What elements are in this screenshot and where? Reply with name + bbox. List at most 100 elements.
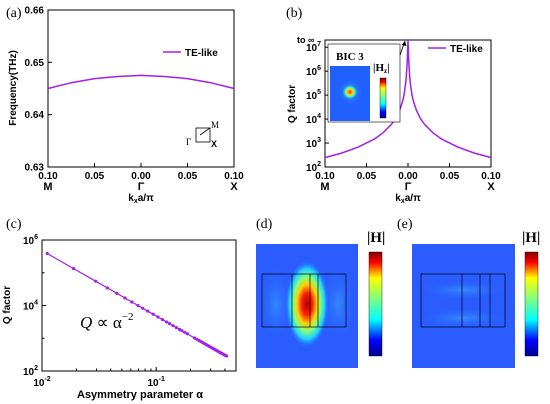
panel-c-data-point [167, 322, 172, 326]
panel-c-y-tick-label: 106 [23, 234, 38, 247]
panel-a-series-te-like [47, 74, 235, 90]
panel-c-data-point [45, 251, 49, 256]
panel-a-y-tick-label: 0.65 [25, 58, 45, 69]
panel-b-sym-gamma: Γ [405, 181, 412, 193]
panel-c-data-point [156, 315, 160, 319]
panel-a-x-tick-label: 0.05 [178, 171, 198, 182]
panel-c-annotation-q: Q [80, 313, 92, 332]
panel-c-data-point [151, 312, 155, 316]
panel-c-data-point [183, 330, 187, 334]
panel-c-data-point [180, 329, 184, 333]
panel-a-x-label-main: k [128, 193, 134, 204]
panel-a-bz-inset: M Γ X [186, 120, 219, 149]
panel-b-y-tick-label-exponent: 7 [317, 41, 321, 48]
panel-b-y-tick-label-exponent: 4 [317, 113, 321, 120]
bz-inset-gamma: Γ [186, 137, 191, 147]
panel-b-x-label-main: k [395, 193, 401, 204]
panel-b-y-tick-label-exponent: 2 [317, 161, 321, 168]
panel-b-x-label-sub: x [401, 198, 405, 205]
bic-field-label: |Hz| [373, 62, 390, 75]
panel-e-glow-lower [417, 308, 509, 328]
panel-d-colorbar [368, 251, 383, 357]
panel-d-structure-outline [261, 273, 347, 328]
panel-a-x-tick-label: 0.05 [85, 171, 105, 182]
panel-a-x-ticks: 0.10 0.05 0.00 0.05 0.10 [38, 163, 244, 182]
panel-d-side-glow-right [320, 264, 356, 344]
panel-b-x-ticks: 0.10 0.05 0.00 0.05 0.10 [315, 163, 501, 182]
panel-c-points [45, 251, 229, 358]
panel-d-hotspot [285, 260, 329, 348]
panel-b-y-tick-label-mantissa: 10 [306, 139, 318, 150]
panel-b-y-tick-label-exponent: 3 [317, 137, 321, 144]
panel-a-legend: TE-like [163, 48, 218, 59]
panel-c-x-label: Asymmetry parameter α [77, 389, 203, 401]
panel-b-arrow-head [401, 41, 407, 46]
panel-c-data-point [130, 300, 134, 304]
panel-c-data-point [171, 324, 175, 328]
panel-b-y-tick-label-mantissa: 10 [306, 163, 318, 174]
panel-c-data-point [141, 306, 145, 310]
panel-b-legend: TE-like [428, 44, 483, 55]
panel-c-y-tick-label-exponent: 4 [34, 300, 38, 307]
panel-b-y-tick-label-mantissa: 10 [306, 115, 318, 126]
bz-inset-diagonal [199, 127, 211, 136]
panel-c-annotation: Q ∝ α−2 [80, 311, 134, 332]
panel-a-sym-m: M [43, 181, 52, 193]
panel-c-data-point [105, 286, 110, 290]
panel-c-data-point [160, 317, 165, 322]
panel-b-series-te-like [324, 39, 492, 159]
bz-inset-square [195, 127, 211, 143]
panel-b-y-label: Q factor [287, 85, 298, 123]
panel-c-data-point [224, 354, 229, 358]
panel-c-data-point [136, 303, 140, 308]
bic-field-hotspot [342, 84, 358, 100]
panel-b-y-tick-label-exponent: 6 [317, 65, 321, 72]
bic-field-label-bar: | [387, 62, 389, 74]
panel-b-x-tick-label: 0.00 [398, 171, 418, 182]
panel-e-field-map [412, 244, 515, 368]
panel-b-y-tick-label: 107 [306, 41, 321, 54]
panel-b-legend-label: TE-like [450, 44, 483, 55]
panel-c-label: (c) [6, 217, 22, 232]
panel-a-sym-gamma: Γ [138, 181, 145, 193]
panel-e-colorbar [524, 251, 539, 357]
panel-a-y-tick-label: 0.63 [25, 163, 45, 174]
panel-c-data-point [123, 296, 127, 300]
panel-d-side-glow-left [258, 264, 294, 344]
panel-b-x-tick-label: 0.05 [440, 171, 460, 182]
panel-e-background [412, 244, 515, 368]
panel-a-x-tick-label: 0.10 [224, 171, 244, 182]
panel-c-x-tick-label-mantissa: 10 [33, 378, 45, 389]
panel-b-label: (b) [286, 6, 303, 21]
panel-a-axes: 0.63 0.64 0.65 0.66 0.10 0.05 0.00 0.05 0.10 [25, 6, 245, 183]
panel-a-legend-label: TE-like [185, 48, 218, 59]
panel-c-y-label: Q factor [2, 286, 13, 324]
panel-c-y-tick-label: 104 [23, 300, 38, 313]
bic-colorbar [379, 77, 387, 119]
panel-b-y-tick-label: 103 [306, 137, 321, 150]
panel-a-x-label: kxa/π [128, 193, 154, 205]
bz-inset-m: M [211, 120, 219, 130]
panel-b-x-label-rest: a/π [405, 193, 421, 204]
panel-d-colorbar-label: |H| [367, 230, 385, 246]
panel-c-data-point [71, 266, 76, 271]
panel-b-y-top-label: to ∞ [297, 35, 315, 45]
panel-b-y-tick-label: 106 [306, 65, 321, 78]
panel-b-y-tick-label-mantissa: 10 [306, 91, 318, 102]
panel-c-annotation-rest: ∝ α [92, 313, 122, 332]
panel-c-data-point [174, 325, 178, 330]
panel-c-data-point [115, 291, 119, 295]
panel-a-x-tick-label: 0.10 [38, 171, 58, 182]
panel-c-x-ticks: 10-2 10-1 [33, 367, 226, 389]
panel-c-x-tick-label-mantissa: 10 [148, 378, 160, 389]
panel-c-data-point [177, 327, 182, 331]
panel-c-data-point [185, 332, 189, 336]
panel-c-y-tick-label-mantissa: 10 [23, 236, 35, 247]
panel-a-frame [47, 9, 235, 168]
panel-b-sym-m: M [320, 181, 329, 193]
panel-a-y-ticks: 0.63 0.64 0.65 0.66 [25, 6, 52, 174]
